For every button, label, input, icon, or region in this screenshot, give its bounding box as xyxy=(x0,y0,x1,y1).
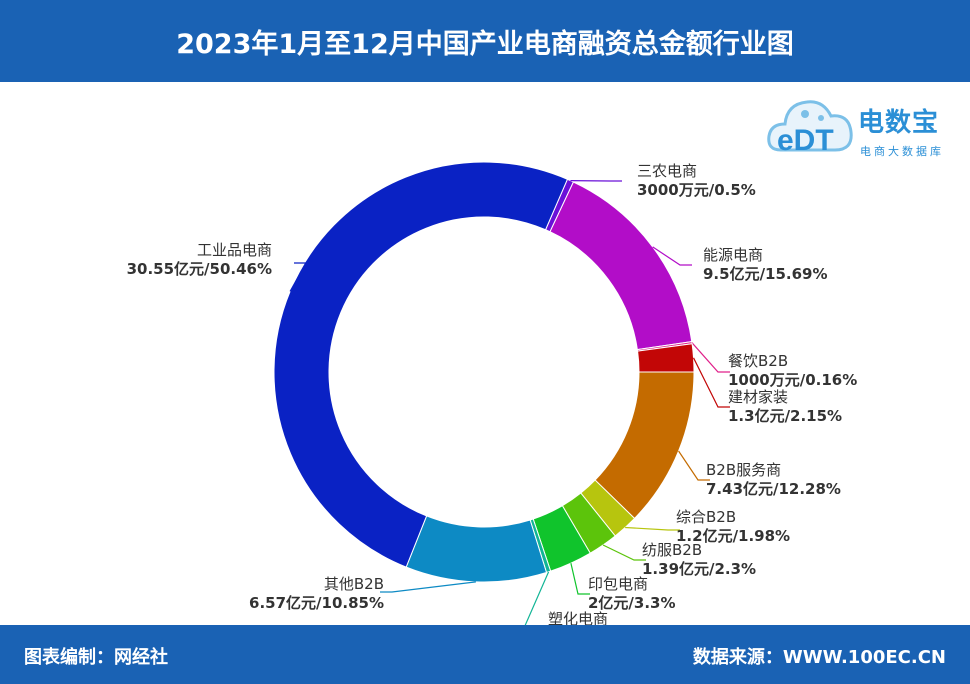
slice-value-label: 30.55亿元/50.46% xyxy=(127,260,272,278)
slice-name-label: B2B服务商 xyxy=(706,461,781,479)
footer-credit: 图表编制：网经社 xyxy=(24,647,168,668)
slice-name-label: 综合B2B xyxy=(676,508,736,526)
chart-title: 2023年1月至12月中国产业电商融资总金额行业图 xyxy=(176,28,794,60)
slice-name-label: 纺服B2B xyxy=(642,541,702,559)
donut-slice-1[interactable] xyxy=(549,181,693,351)
slice-value-label: 7.43亿元/12.28% xyxy=(706,480,841,498)
donut-slice-10[interactable] xyxy=(273,161,569,568)
slice-value-label: 1.2亿元/1.98% xyxy=(676,527,790,545)
slice-name-label: 三农电商 xyxy=(637,162,697,180)
leader-line-8 xyxy=(523,571,550,629)
donut-slice-9[interactable] xyxy=(405,515,548,583)
slice-value-label: 1.39亿元/2.3% xyxy=(642,560,756,578)
slice-name-label: 建材家装 xyxy=(728,388,788,406)
slice-name-label: 能源电商 xyxy=(703,246,763,264)
slice-name-label: 塑化电商 xyxy=(548,610,608,628)
slice-value-label: 1000万元/0.16% xyxy=(728,371,857,389)
slice-value-label: 2亿元/3.3% xyxy=(588,594,676,612)
leader-line-3 xyxy=(692,357,730,408)
leader-line-9 xyxy=(380,581,476,593)
leader-line-5 xyxy=(625,526,680,531)
slice-value-label: 9.5亿元/15.69% xyxy=(703,265,828,283)
chart-footer: 图表编制：网经社 数据来源：WWW.100EC.CN xyxy=(0,625,970,684)
slice-name-label: 其他B2B xyxy=(324,575,384,593)
leader-line-4 xyxy=(678,450,710,481)
chart-header: 2023年1月至12月中国产业电商融资总金额行业图 xyxy=(0,0,970,82)
leader-line-7 xyxy=(570,563,590,595)
leader-line-6 xyxy=(602,544,646,561)
logo: eDT 电数宝 电商大数据库 xyxy=(765,88,965,164)
leader-line-1 xyxy=(652,246,692,266)
leader-line-2 xyxy=(691,342,730,373)
slice-name-label: 餐饮B2B xyxy=(728,352,788,370)
logo-name: 电数宝 xyxy=(858,108,940,138)
slice-value-label: 6.57亿元/10.85% xyxy=(249,594,384,612)
logo-subtitle: 电商大数据库 xyxy=(860,145,944,158)
logo-mark: eDT xyxy=(777,124,834,157)
cloud-logo-icon: eDT xyxy=(767,100,853,157)
slice-name-label: 工业品电商 xyxy=(197,241,272,259)
leader-line-10 xyxy=(289,262,308,292)
footer-source: 数据来源：WWW.100EC.CN xyxy=(692,647,946,668)
slice-name-label: 印包电商 xyxy=(588,575,648,593)
slice-value-label: 3000万元/0.5% xyxy=(637,181,756,199)
slice-value-label: 1.3亿元/2.15% xyxy=(728,407,842,425)
